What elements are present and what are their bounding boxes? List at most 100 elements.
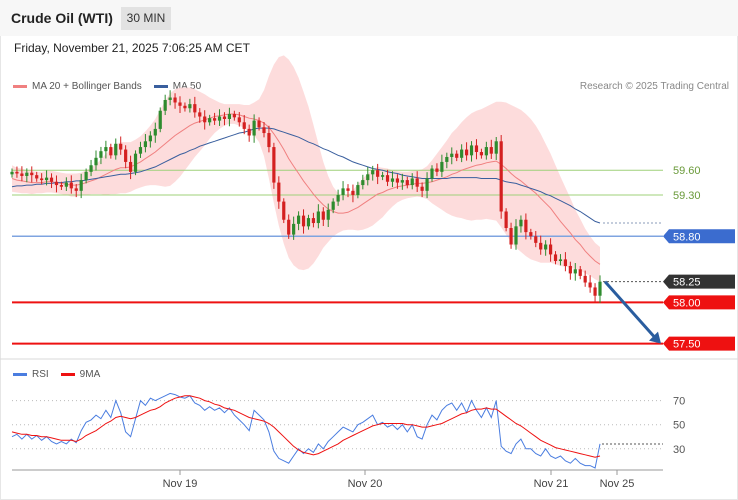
candle-body [316, 211, 320, 224]
instrument-title: Crude Oil (WTI) [11, 10, 113, 26]
candle-body [464, 149, 469, 156]
candle-body [119, 143, 123, 150]
rsi-ma-line [11, 395, 601, 458]
candle-body [69, 182, 73, 189]
candle-body [351, 190, 355, 195]
candle-body [400, 180, 404, 183]
candle-body [163, 100, 167, 111]
candle-body [573, 269, 577, 274]
candle-body [593, 287, 597, 296]
candle-body [469, 145, 474, 156]
candle-body [267, 133, 271, 148]
rsi-tick-label: 50 [673, 420, 685, 432]
interval-button[interactable]: 30 MIN [121, 7, 171, 30]
candle-body [499, 141, 503, 212]
candle-body [109, 147, 113, 156]
candle-body [138, 147, 143, 154]
candle-body [553, 254, 558, 262]
candle-body [114, 143, 118, 156]
candle-body [30, 172, 34, 176]
level-tag-label: 57.50 [673, 339, 701, 351]
candle-body [15, 171, 19, 174]
candle-body [380, 175, 385, 177]
candle-body [212, 118, 217, 121]
candle-body [292, 223, 296, 235]
header-bar: Crude Oil (WTI) 30 MIN [0, 0, 738, 36]
candle-body [598, 281, 602, 296]
candle-body [519, 219, 523, 227]
x-tick-label: Nov 19 [163, 478, 198, 490]
copyright-label: Research © 2025 Trading Central [579, 81, 729, 92]
candle-body [588, 282, 592, 288]
rsi-tick-label: 30 [673, 444, 685, 456]
candles-layer [10, 90, 602, 303]
candle-body [484, 147, 488, 156]
candle-body [59, 185, 64, 187]
level-tag [663, 336, 735, 351]
candle-body [183, 105, 187, 109]
candle-body [514, 226, 518, 245]
candle-body [558, 259, 563, 262]
candle-body [158, 110, 162, 129]
candle-body [242, 122, 246, 129]
candle-body [262, 127, 266, 134]
candle-body [89, 165, 93, 172]
candle-body [272, 147, 276, 183]
candle-body [203, 116, 207, 123]
candle-body [494, 141, 498, 154]
candle-body [366, 174, 370, 181]
candle-body [143, 141, 148, 148]
candle-body [237, 117, 241, 123]
candle-body [64, 182, 68, 187]
candle-body [356, 185, 360, 195]
candle-body [282, 201, 286, 220]
forecast-arrow-head [649, 331, 661, 344]
candle-body [247, 128, 251, 136]
candle-body [450, 153, 454, 157]
candle-body [455, 153, 459, 158]
candle-body [479, 152, 484, 156]
ma20-swatch [13, 85, 27, 88]
candle-body [193, 104, 197, 113]
candle-body [346, 188, 350, 191]
x-tick-label: Nov 21 [534, 478, 569, 490]
candle-body [425, 178, 429, 191]
candle-body [168, 97, 172, 100]
candle-body [430, 168, 434, 179]
candle-body [44, 177, 49, 181]
candle-body [474, 145, 479, 153]
candle-body [104, 147, 108, 152]
level-tag [663, 229, 735, 244]
candle-body [257, 120, 261, 128]
candle-body [277, 182, 281, 202]
candle-body [252, 120, 256, 136]
candle-body [301, 215, 306, 227]
candle-body [361, 180, 365, 186]
candle-body [198, 112, 202, 117]
candle-body [227, 114, 232, 119]
candle-body [583, 275, 587, 283]
candle-body [188, 104, 192, 109]
candle-body [10, 171, 14, 175]
datetime-label: Friday, November 21, 2025 7:06:25 AM CET [14, 41, 250, 55]
candle-body [539, 242, 543, 250]
candle-body [376, 170, 380, 177]
candle-body [415, 178, 419, 187]
level-tag-label: 59.30 [673, 190, 701, 202]
candle-body [54, 181, 59, 186]
candle-body [79, 180, 83, 191]
candle-body [74, 188, 78, 191]
candle-body [440, 161, 444, 172]
candle-body [460, 149, 464, 158]
price-legend: MA 20 + Bollinger Bands MA 50 [13, 81, 201, 92]
rsi-ma-swatch [60, 373, 75, 376]
bollinger-band-layer [12, 55, 600, 282]
level-tag-label: 58.25 [673, 277, 701, 289]
candle-body [287, 219, 291, 235]
candle-body [578, 269, 582, 276]
candle-body [435, 168, 439, 172]
candle-body [49, 177, 54, 182]
candle-body [341, 188, 345, 195]
candle-body [99, 151, 103, 158]
candle-body [311, 218, 316, 224]
